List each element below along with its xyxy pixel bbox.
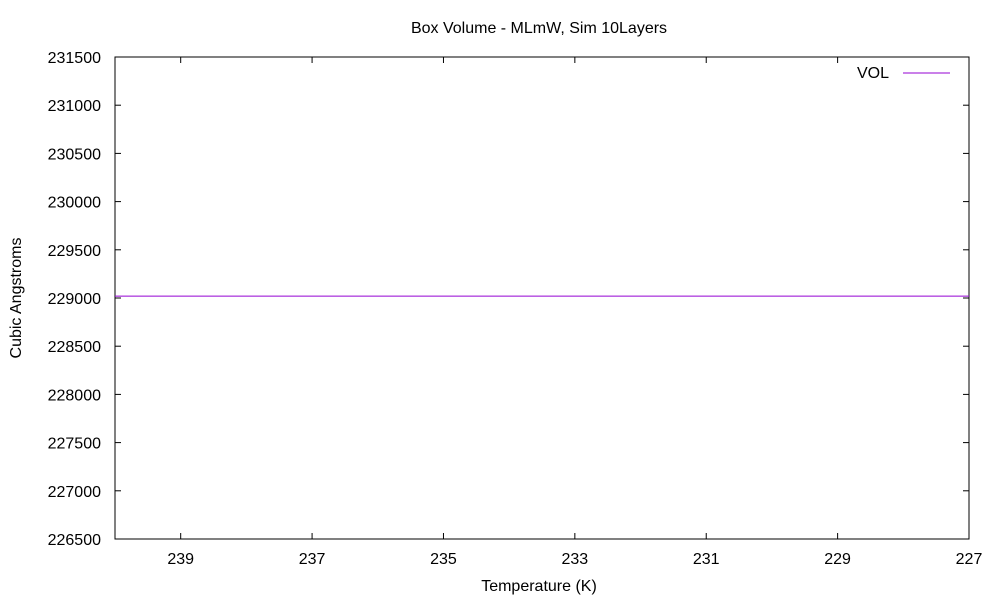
y-tick-label: 229000 <box>48 291 101 308</box>
y-tick-label: 227000 <box>48 484 101 501</box>
y-tick-label: 227500 <box>48 436 101 453</box>
x-tick-label: 235 <box>430 551 457 568</box>
y-tick-label: 231500 <box>48 50 101 67</box>
x-tick-label: 227 <box>956 551 983 568</box>
x-axis: 239 237 235 233 231 229 227 <box>167 57 982 568</box>
x-axis-label: Temperature (K) <box>481 578 597 595</box>
plot-frame <box>114 56 970 540</box>
x-tick-label: 237 <box>299 551 326 568</box>
x-tick-label: 231 <box>693 551 720 568</box>
x-tick-label: 233 <box>561 551 588 568</box>
y-tick-label: 231000 <box>48 98 101 115</box>
x-tick-label: 229 <box>824 551 851 568</box>
y-tick-label: 230500 <box>48 146 101 163</box>
y-tick-label: 226500 <box>48 532 101 549</box>
y-tick-label: 229500 <box>48 243 101 260</box>
y-tick-label: 228500 <box>48 339 101 356</box>
x-tick-label: 239 <box>167 551 194 568</box>
y-axis-label: Cubic Angstroms <box>8 238 25 359</box>
chart-title: Box Volume - MLmW, Sim 10Layers <box>411 20 667 37</box>
legend-entry-label: VOL <box>857 65 889 82</box>
y-axis: 226500 227000 227500 228000 228500 229000 2295… <box>48 50 969 549</box>
y-tick-label: 228000 <box>48 387 101 404</box>
legend: VOL <box>857 65 950 82</box>
y-tick-label: 230000 <box>48 195 101 212</box>
